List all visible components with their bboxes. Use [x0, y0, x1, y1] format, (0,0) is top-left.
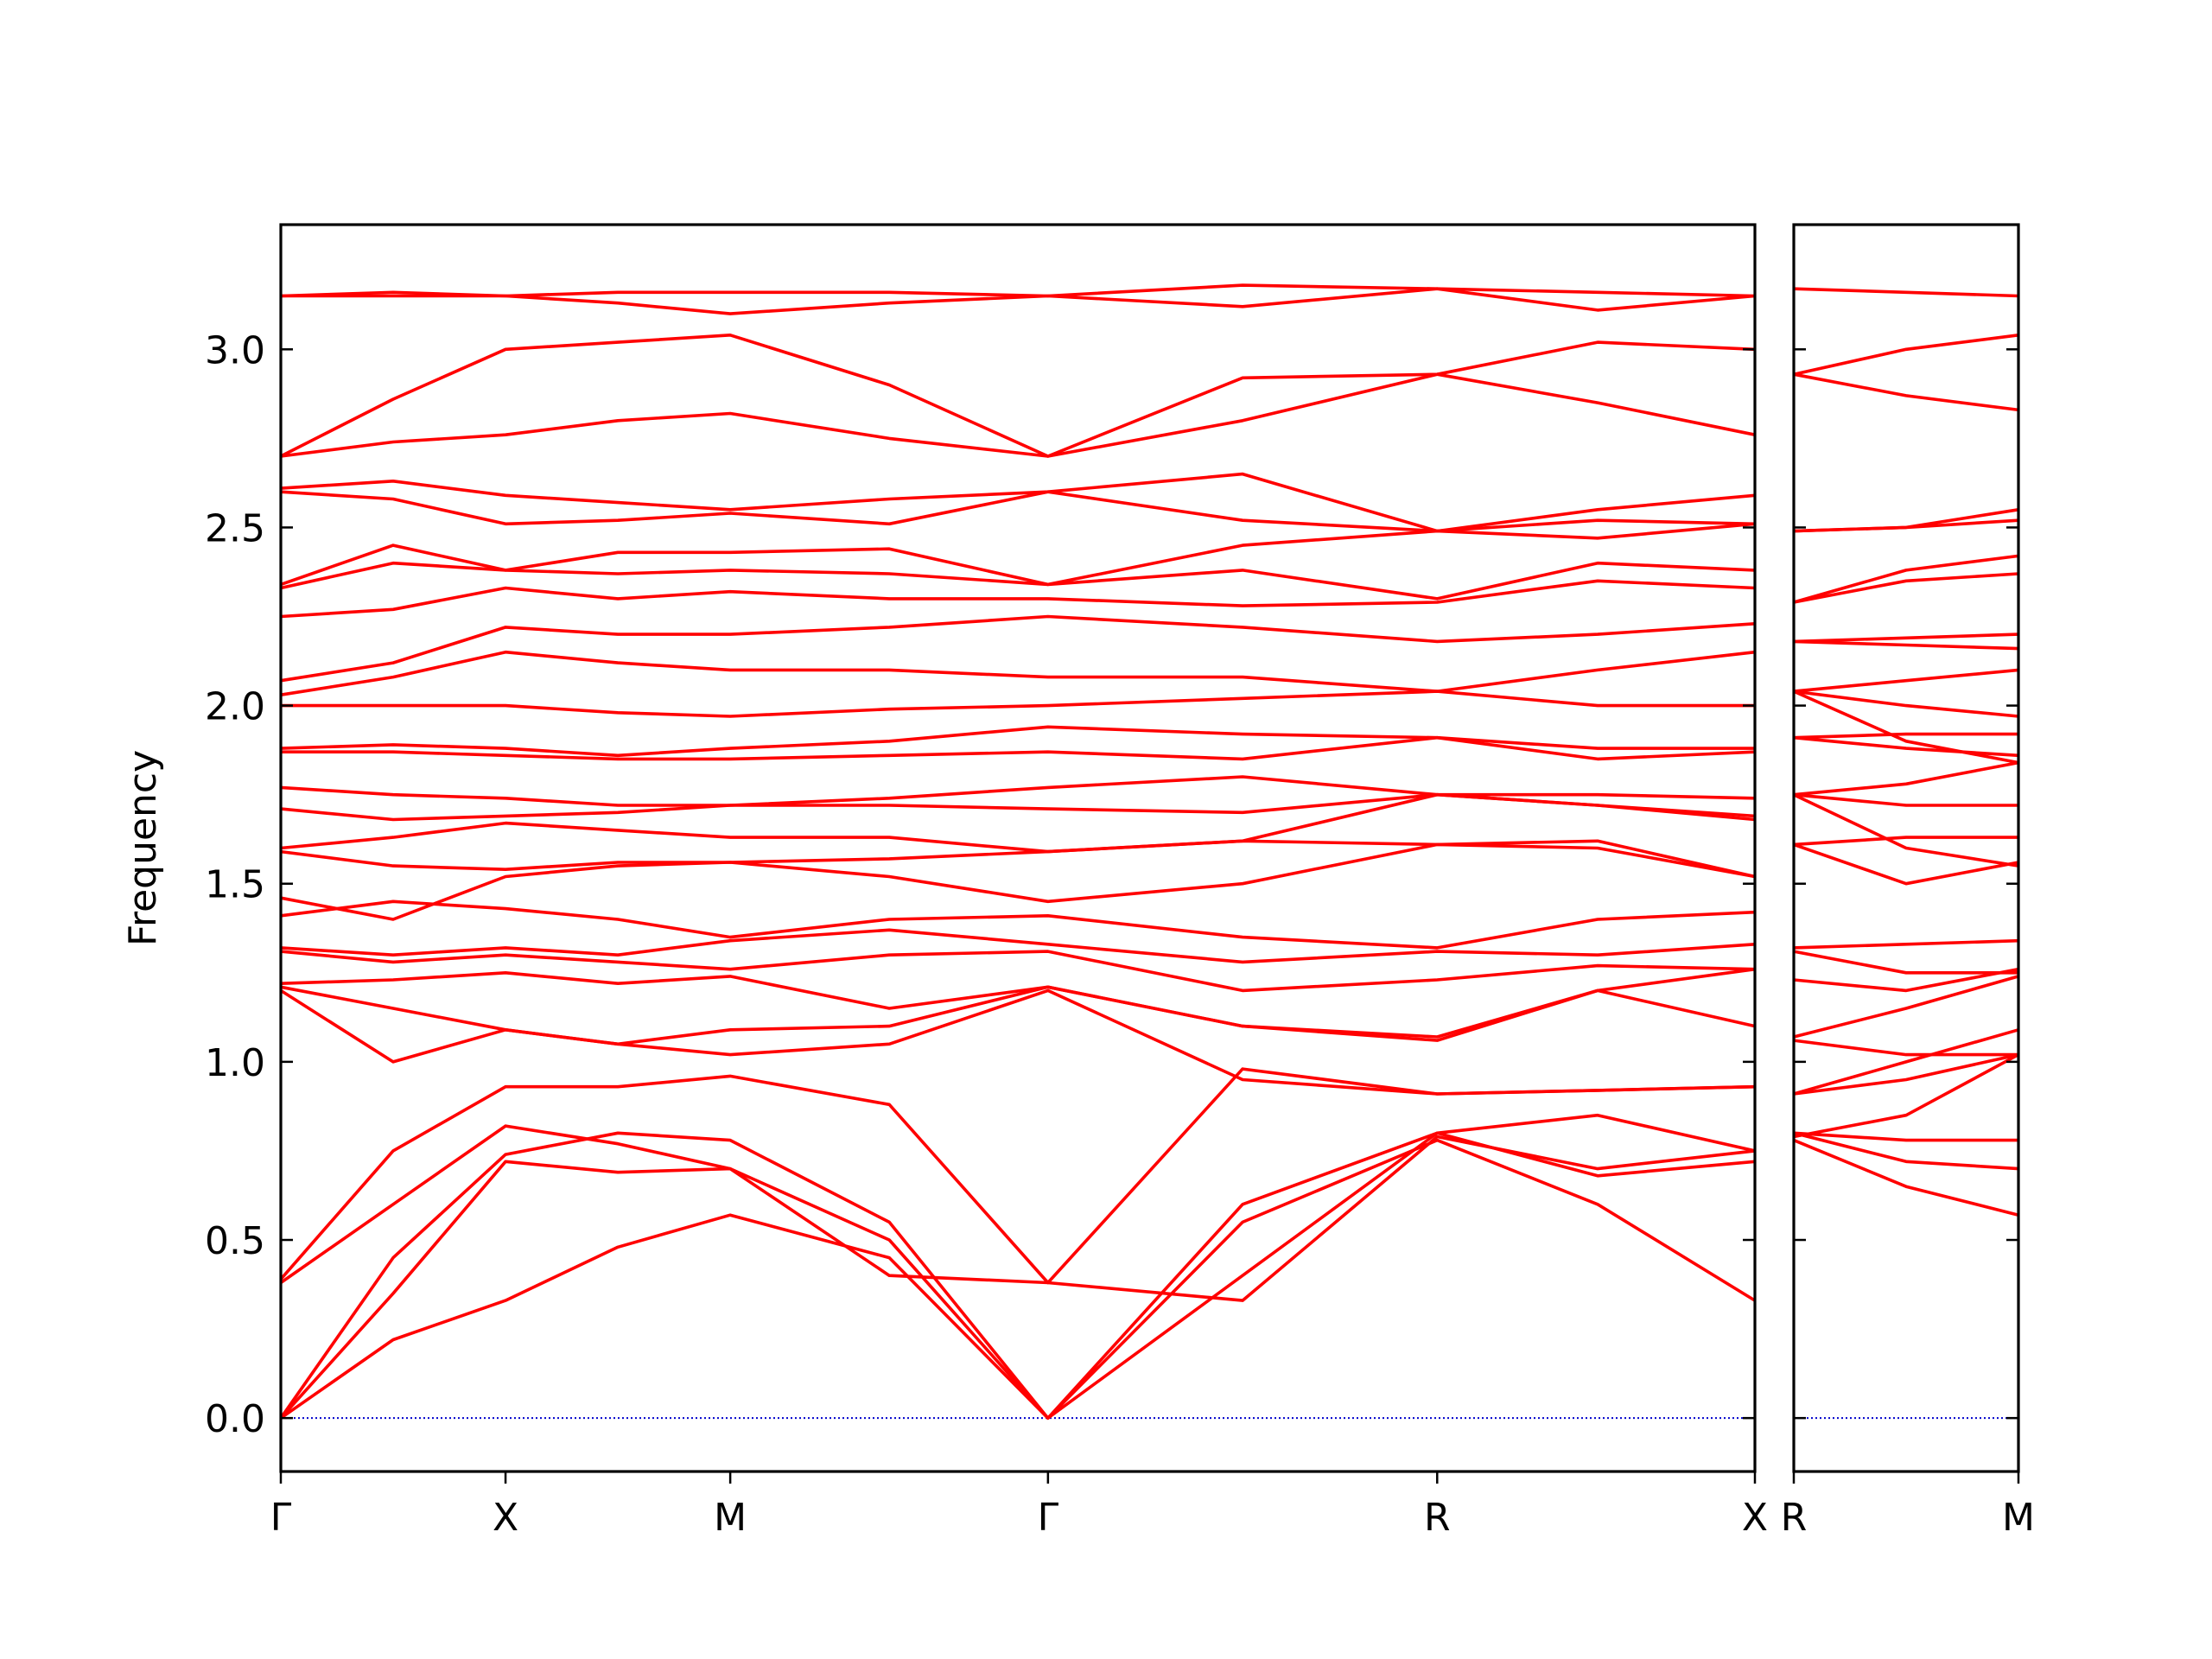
y-tick-label: 1.0	[205, 1041, 265, 1085]
band-line	[280, 490, 1756, 533]
band-line	[1793, 732, 2018, 740]
x-tick-label: R	[1424, 1496, 1451, 1540]
band-line	[279, 1124, 1756, 1302]
band-line	[1793, 967, 2019, 993]
band-line	[281, 690, 1755, 718]
band-line	[1793, 334, 2019, 376]
band-line	[1793, 572, 2019, 604]
band-line	[1793, 1138, 2019, 1217]
band-line	[1793, 554, 2019, 604]
band-line	[1793, 1131, 2019, 1171]
panel: 0.0 0.5 1.0 1.5 2.0 2.5 3.0 Γ X M Γ R X Frequency	[121, 223, 1768, 1540]
band-line	[280, 334, 1756, 458]
band-line	[279, 1138, 1756, 1420]
band-line	[280, 283, 1756, 298]
x-tick-label: M	[714, 1496, 747, 1540]
band-line	[280, 614, 1756, 683]
band-line	[1793, 690, 2019, 765]
band-line	[280, 928, 1756, 964]
band-line	[280, 775, 1756, 807]
band-line	[1793, 836, 2018, 847]
band-line	[280, 792, 1756, 822]
band-line	[1793, 508, 2019, 533]
band-line	[280, 472, 1756, 533]
x-tick-label: Γ	[1038, 1496, 1059, 1540]
band-line	[280, 967, 1756, 1039]
band-line	[280, 372, 1756, 458]
x-tick-label: Γ	[270, 1496, 292, 1540]
band-line	[1793, 760, 2019, 797]
band-line	[1793, 372, 2019, 412]
band-line	[1793, 938, 2019, 950]
band-line	[280, 839, 1756, 879]
x-tick-label: X	[493, 1496, 518, 1540]
axes-frame	[1792, 223, 2020, 1473]
band-line	[1793, 1039, 2018, 1057]
band-line	[1793, 1052, 2019, 1096]
y-tick-label: 2.0	[205, 685, 265, 729]
y-axis-label: Frequency	[121, 750, 165, 946]
y-tick-label: 3.0	[205, 328, 265, 372]
band-line	[1793, 668, 2019, 693]
band-line	[1793, 792, 2018, 807]
band-line	[1793, 287, 2019, 298]
band-line	[1793, 842, 2019, 886]
band-line	[1793, 690, 2019, 718]
band-line	[280, 950, 1756, 993]
y-tick-label: 1.5	[205, 863, 265, 907]
band-line	[280, 522, 1756, 587]
band-line	[1793, 639, 2019, 651]
x-tick-label: X	[1742, 1496, 1768, 1540]
band-line	[280, 842, 1756, 921]
band-line	[1793, 975, 2019, 1039]
band-line	[1793, 632, 2019, 644]
band-line	[1793, 793, 2019, 868]
x-tick-label: M	[2002, 1496, 2035, 1540]
axes-frame	[279, 223, 1757, 1473]
x-tick-label: R	[1781, 1496, 1808, 1540]
band-line	[1793, 1131, 2018, 1142]
band-line	[280, 561, 1756, 601]
band-line	[280, 725, 1755, 758]
y-tick-label: 0.5	[205, 1219, 265, 1263]
band-line	[280, 899, 1756, 950]
band-line	[281, 735, 1756, 761]
band-line	[1793, 735, 2019, 758]
band-line	[1793, 1053, 2019, 1139]
band-line	[279, 1113, 1756, 1420]
band-line	[1793, 950, 2018, 975]
band-line	[280, 579, 1756, 619]
band-line	[280, 988, 1756, 1096]
band-line	[1793, 1028, 2019, 1096]
y-tick-label: 2.5	[205, 506, 265, 550]
band-line	[280, 650, 1756, 696]
band-line	[280, 985, 1756, 1046]
y-tick-label: 0.0	[205, 1397, 265, 1441]
